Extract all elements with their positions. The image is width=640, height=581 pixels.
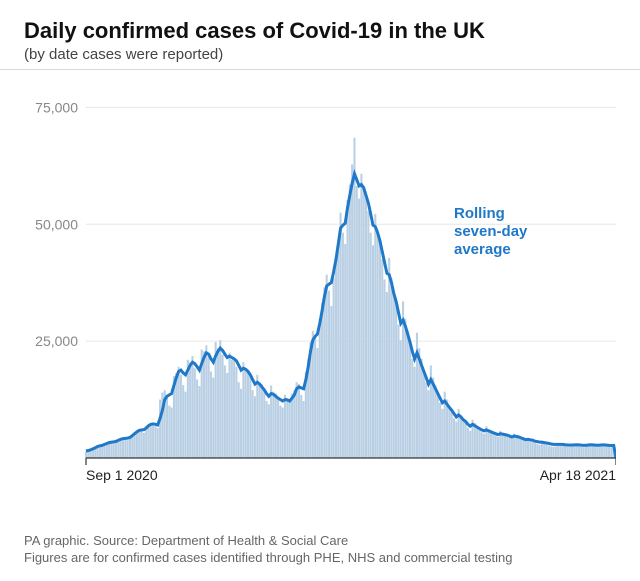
- svg-text:Rolling: Rolling: [454, 205, 505, 222]
- svg-text:average: average: [454, 241, 511, 258]
- x-label-end: Apr 18 2021: [540, 467, 616, 483]
- y-gridline: 50,000: [35, 216, 616, 232]
- y-tick-label: 50,000: [35, 216, 78, 232]
- rolling-average-annotation: Rollingseven-dayaverage: [454, 205, 528, 258]
- divider: [0, 69, 640, 70]
- chart-card: { "title": "Daily confirmed cases of Cov…: [0, 0, 640, 581]
- plot-area: 25,000 50,000 75,000 Sep 1 2020 Apr 18 2021 R…: [24, 78, 616, 488]
- svg-text:seven-day: seven-day: [454, 223, 528, 240]
- chart-title: Daily confirmed cases of Covid-19 in the…: [0, 0, 640, 46]
- y-gridline: 25,000: [35, 333, 616, 349]
- chart-svg: 25,000 50,000 75,000 Sep 1 2020 Apr 18 2021 R…: [24, 78, 616, 488]
- y-gridline: 75,000: [35, 99, 616, 115]
- footer-note: Figures are for confirmed cases identifi…: [24, 549, 616, 567]
- chart-subtitle: (by date cases were reported): [0, 46, 640, 69]
- y-tick-label: 25,000: [35, 333, 78, 349]
- chart-footer: PA graphic. Source: Department of Health…: [24, 532, 616, 567]
- daily-bars: [85, 138, 615, 458]
- footer-source: PA graphic. Source: Department of Health…: [24, 532, 616, 550]
- y-tick-label: 75,000: [35, 99, 78, 115]
- x-label-start: Sep 1 2020: [86, 467, 158, 483]
